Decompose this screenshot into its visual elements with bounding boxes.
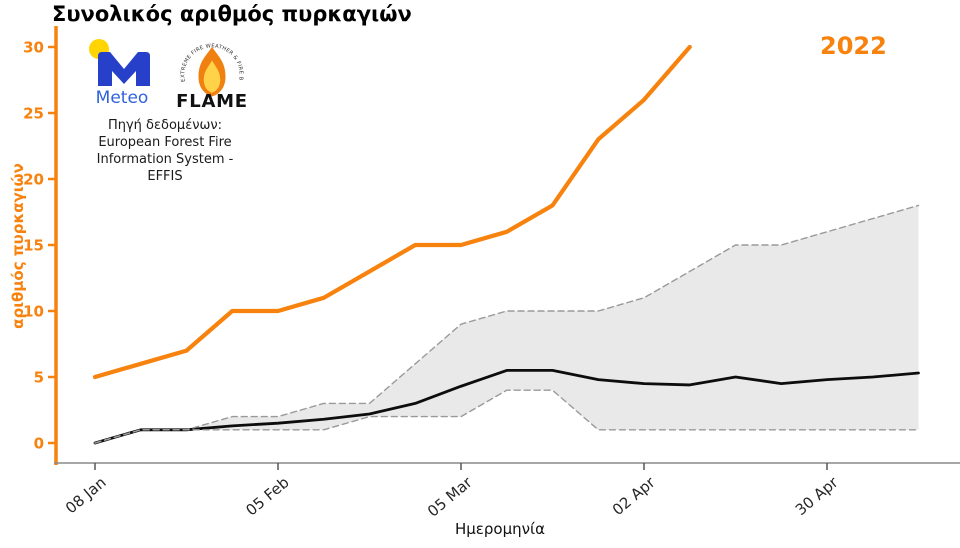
flame-inner-icon [203, 60, 221, 93]
historical-mean-line [93, 368, 920, 445]
x-tick-label: 30 Apr [792, 473, 842, 519]
source-line: EFFIS [147, 169, 183, 185]
meteo-logo-icon [89, 39, 150, 86]
y-tick-label: 15 [23, 237, 44, 255]
flame-logo-text: FLAME [176, 91, 248, 110]
flame-logo-icon: EXTREME FIRE WEATHER & FIRE BEHAVIOUR FL… [172, 34, 248, 112]
y-tick-label: 0 [34, 435, 44, 453]
logo-block: Meteo EXTREME FIRE WEATHER & FIRE BEHAVI… [82, 34, 252, 114]
y-tick-label: 25 [23, 105, 44, 123]
historical-min-line [94, 389, 920, 444]
x-tick-label: 02 Apr [609, 473, 659, 519]
meteo-logo-text: Meteo [95, 88, 149, 108]
current-year-line [92, 44, 692, 380]
flame-logo: EXTREME FIRE WEATHER & FIRE BEHAVIOUR FL… [172, 34, 252, 114]
year-2022-label: 2022 [820, 32, 887, 60]
y-tick-label: 20 [23, 171, 44, 189]
y-tick-label: 5 [34, 369, 44, 387]
y-tick-label: 10 [23, 303, 44, 321]
chart-title: Συνολικός αριθμός πυρκαγιών [52, 2, 412, 26]
historical-max-line [94, 204, 920, 444]
data-source-note: Πηγή δεδομένων: European Forest Fire Inf… [70, 117, 260, 186]
x-axis-label: Ημερομηνία [454, 520, 546, 538]
x-tick-label: 08 Jan [62, 473, 110, 517]
source-line: European Forest Fire [98, 135, 232, 151]
y-tick-label: 30 [23, 39, 44, 57]
y-axis-label: αριθμός πυρκαγιών [9, 163, 27, 329]
meteo-logo: Meteo [82, 38, 162, 108]
source-line: Information System - [96, 152, 234, 168]
x-tick-label: 05 Mar [424, 473, 476, 521]
x-tick-label: 05 Feb [242, 473, 292, 519]
meteo-m-icon [98, 52, 150, 86]
source-line: Πηγή δεδομένων: [107, 118, 223, 133]
uncertainty-band [95, 205, 919, 443]
